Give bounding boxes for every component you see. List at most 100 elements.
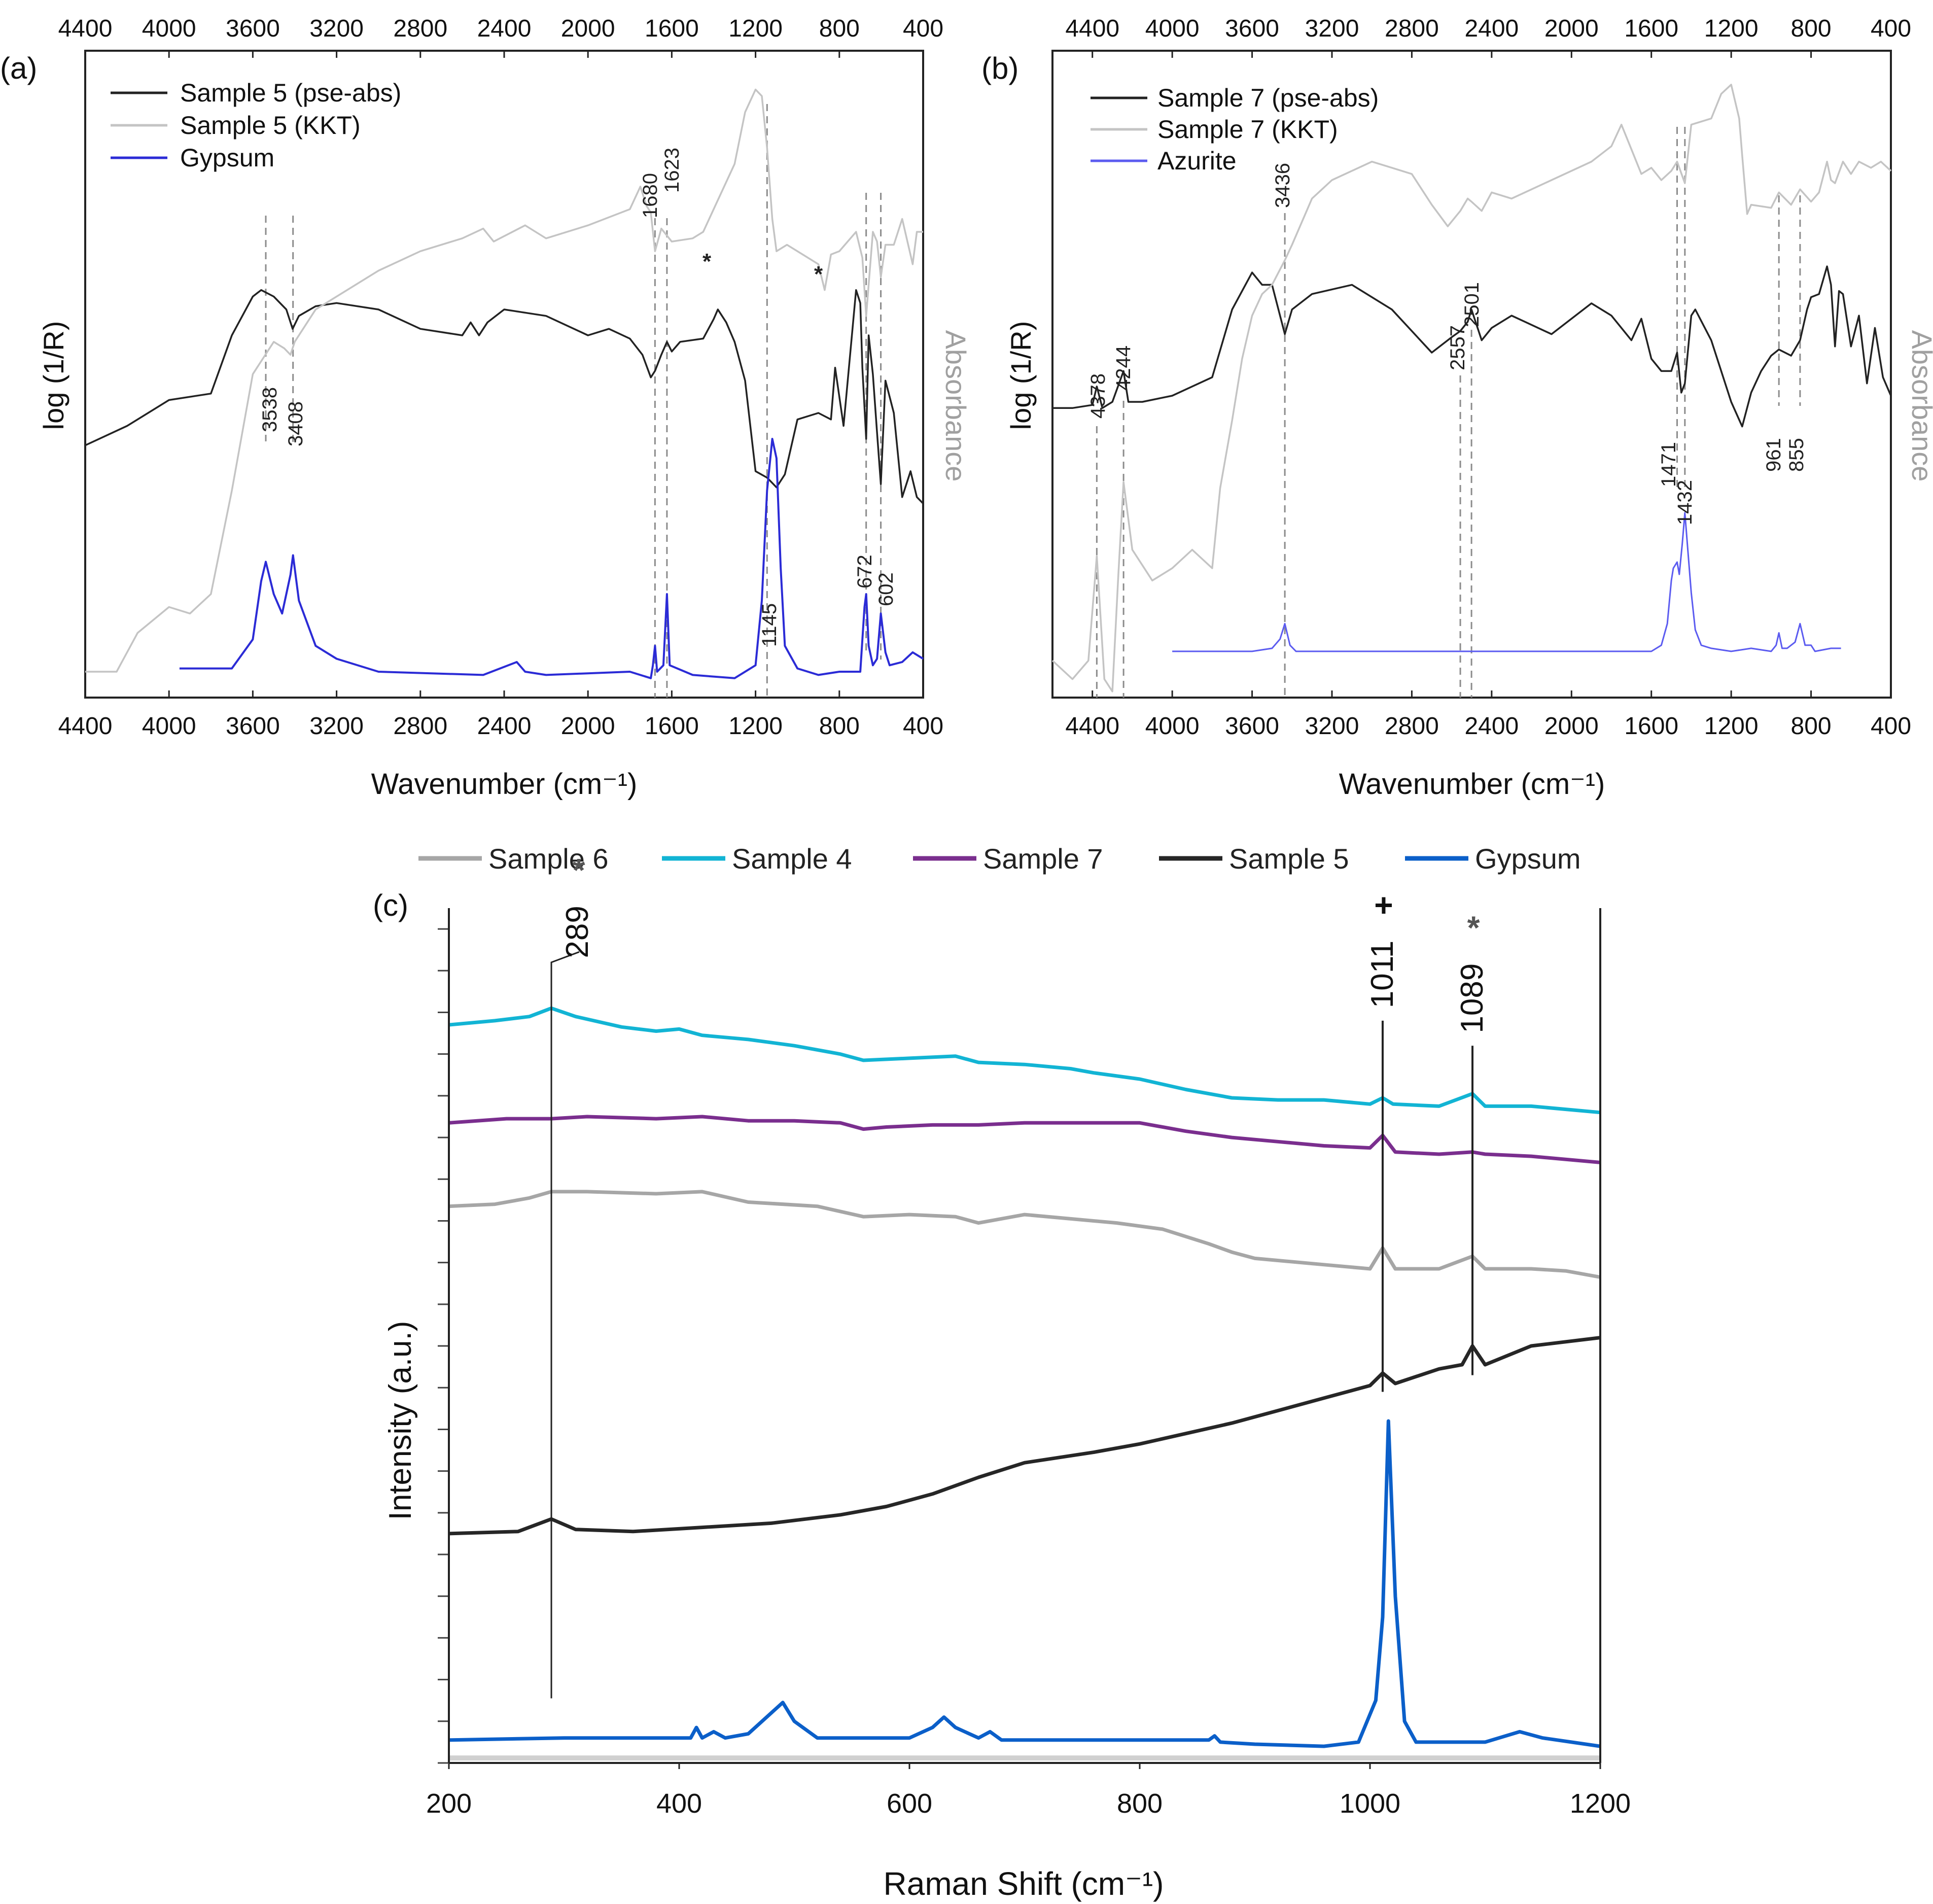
panel-a-xtick-label-top: 4000 xyxy=(142,15,196,42)
panel-a-peak-labels: 3538 3408 1680 1623 1145 672 602 * * xyxy=(259,148,897,647)
panel-c-ticks: 200 400 600 800 1000 1200 xyxy=(426,928,1631,1819)
peak-label-3538: 3538 xyxy=(259,387,281,432)
panel-b-xtick-label-top: 4400 xyxy=(1065,15,1119,42)
panel-a-xtick-label-top: 400 xyxy=(903,15,943,42)
panel-a-xtick-label-bottom: 3200 xyxy=(309,713,364,740)
panel-b-xtick-label-top: 2800 xyxy=(1385,15,1439,42)
panel-b-xtick-label-top: 800 xyxy=(1791,15,1832,42)
panel-c-xtick-label: 1000 xyxy=(1340,1788,1400,1819)
peak-label-289: 289 xyxy=(560,906,595,958)
panel-b-ylabel: log (1/R) xyxy=(1005,321,1037,430)
legend-label: Sample 5 (KKT) xyxy=(180,111,361,140)
panel-b-xtick-label-top: 4000 xyxy=(1145,15,1200,42)
panel-b-xtick-label-bottom: 400 xyxy=(1871,713,1911,740)
peak-label-4378: 4378 xyxy=(1087,373,1109,419)
panel-a-peak-guides xyxy=(265,104,882,698)
panel-b-xtick-label-bottom: 1200 xyxy=(1704,713,1759,740)
peak-label-1011: 1011 xyxy=(1365,941,1400,1008)
panel-a: (a) 4400 4400 4000 4000 3600 3600 3200 3200 2800… xyxy=(0,15,972,801)
panel-b-peak-labels: 4378 4244 3436 2557 2501 1471 1432 961 8… xyxy=(1087,163,1808,525)
peak-label-672: 672 xyxy=(854,555,876,588)
panel-b-legend: Sample 7 (pse-abs) Sample 7 (KKT) Azurit… xyxy=(1091,84,1379,175)
series-line-sample-7-kkt xyxy=(1051,84,1892,693)
legend-label: Azurite xyxy=(1157,147,1237,175)
panel-b-y2label: Absorbance xyxy=(1906,330,1933,482)
legend-label-sample-7: Sample 7 xyxy=(983,843,1103,875)
panel-a-xtick-label-bottom: 2400 xyxy=(477,713,532,740)
panel-b-xtick-label-bottom: 3600 xyxy=(1225,713,1279,740)
panel-b-xtick-label-top: 2400 xyxy=(1464,15,1519,42)
panel-c-xtick-label: 400 xyxy=(656,1788,702,1819)
panel-a-xtick-label-top: 2000 xyxy=(561,15,615,42)
panel-c-peak-markers: 289 * 1011 +1089 * xyxy=(550,852,1490,1699)
legend-label: Sample 7 (pse-abs) xyxy=(1157,84,1379,112)
panel-b-xtick-label-top: 400 xyxy=(1871,15,1911,42)
panel-a-ylabel: log (1/R) xyxy=(38,321,69,430)
peak-mark-289: * xyxy=(573,852,585,888)
panel-c-xtick-label: 1200 xyxy=(1570,1788,1631,1819)
panel-b-xtick-label-bottom: 1600 xyxy=(1624,713,1678,740)
panel-c-label: (c) xyxy=(373,888,408,922)
panel-c-baseline xyxy=(450,1755,1599,1761)
series-line-gypsum xyxy=(179,438,924,679)
panel-a-xtick-label-top: 3200 xyxy=(309,15,364,42)
legend-label-sample-6: Sample 6 xyxy=(488,843,609,875)
peak-label-855: 855 xyxy=(1785,438,1808,472)
panel-b-xtick-label-bottom: 2800 xyxy=(1385,713,1439,740)
panel-c: Sample 6 Sample 4 Sample 7 Sample 5 Gypsum (… xyxy=(373,843,1631,1902)
panel-b-ticks: 4400 4400 4000 4000 3600 3600 3200 3200 2800 2800… xyxy=(1065,15,1911,740)
series-line-sample-7 xyxy=(448,1115,1601,1164)
panel-b-xtick-label-bottom: 4000 xyxy=(1145,713,1200,740)
panel-b-xtick-label-top: 2000 xyxy=(1544,15,1599,42)
peak-label-2501: 2501 xyxy=(1461,282,1483,327)
series-line-gypsum xyxy=(448,1419,1601,1748)
peak-mark-1011: + xyxy=(1374,887,1393,923)
panel-b-xtick-label-bottom: 2000 xyxy=(1544,713,1599,740)
series-line-sample-7-pse-abs xyxy=(1052,265,1892,428)
peak-label-1432: 1432 xyxy=(1674,480,1696,525)
panel-c-ylabel: Intensity (a.u.) xyxy=(383,1321,418,1520)
panel-b-xtick-label-bottom: 4400 xyxy=(1065,713,1119,740)
panel-a-xtick-label-bottom: 4400 xyxy=(58,713,113,740)
panel-b: (b) 4400 4400 4000 4000 3600 3600 3200 3200 2800… xyxy=(981,15,1933,801)
peak-label-3408: 3408 xyxy=(285,401,307,446)
panel-c-xtick-label: 800 xyxy=(1117,1788,1163,1819)
peak-label-1471: 1471 xyxy=(1658,442,1680,487)
panel-a-xtick-label-bottom: 800 xyxy=(819,713,860,740)
peak-label-2557: 2557 xyxy=(1447,325,1469,370)
panel-b-xtick-label-bottom: 3200 xyxy=(1305,713,1359,740)
panel-a-xtick-label-top: 1200 xyxy=(728,15,783,42)
panel-a-y2label: Absorbance xyxy=(940,330,972,482)
panel-c-legend: Sample 6 Sample 4 Sample 7 Sample 5 Gypsum xyxy=(418,843,1581,875)
panel-a-xtick-label-top: 2800 xyxy=(393,15,447,42)
panel-a-xtick-label-top: 800 xyxy=(819,15,860,42)
peak-label-3436: 3436 xyxy=(1272,163,1294,208)
artifact-star: * xyxy=(702,249,712,274)
panel-c-series xyxy=(448,1006,1601,1748)
panel-a-xtick-label-top: 4400 xyxy=(58,15,113,42)
panel-a-series xyxy=(85,88,924,679)
panel-c-xtick-label: 600 xyxy=(887,1788,932,1819)
panel-b-xlabel: Wavenumber (cm⁻¹) xyxy=(1339,768,1605,801)
panel-b-xtick-label-top: 3600 xyxy=(1225,15,1279,42)
peak-label-1089: 1089 xyxy=(1455,963,1490,1033)
panel-a-xtick-label-top: 1600 xyxy=(645,15,699,42)
panel-a-xtick-label-bottom: 3600 xyxy=(226,713,280,740)
peak-label-4244: 4244 xyxy=(1112,345,1135,391)
peak-mark-1089: * xyxy=(1467,910,1480,946)
panel-b-xtick-label-top: 1600 xyxy=(1624,15,1678,42)
panel-a-xtick-label-bottom: 1200 xyxy=(728,713,783,740)
artifact-star: * xyxy=(814,262,823,287)
panel-b-peak-guides xyxy=(1096,127,1801,698)
panel-a-xtick-label-bottom: 2800 xyxy=(393,713,447,740)
panel-b-xtick-label-top: 1200 xyxy=(1704,15,1759,42)
series-line-sample-5 xyxy=(448,1336,1601,1536)
panel-a-label: (a) xyxy=(0,51,37,85)
legend-label-sample-5: Sample 5 xyxy=(1229,843,1349,875)
peak-label-961: 961 xyxy=(1763,438,1785,472)
panel-b-xtick-label-top: 3200 xyxy=(1305,15,1359,42)
peak-label-602: 602 xyxy=(875,572,897,606)
panel-b-xtick-label-bottom: 800 xyxy=(1791,713,1832,740)
series-line-sample-5-pse-abs xyxy=(85,289,924,504)
panel-a-xlabel: Wavenumber (cm⁻¹) xyxy=(371,768,638,801)
